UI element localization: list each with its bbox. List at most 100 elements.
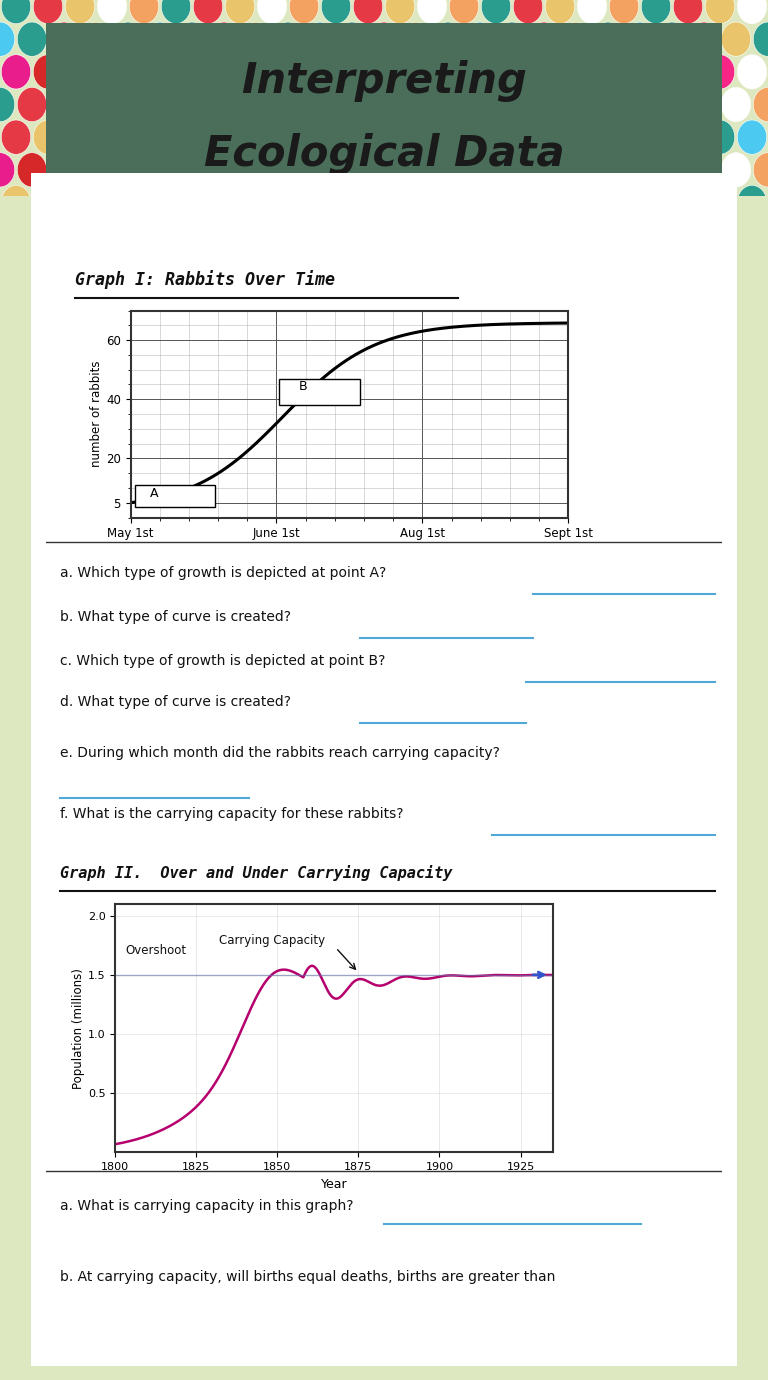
Ellipse shape	[0, 153, 15, 186]
Ellipse shape	[65, 120, 94, 155]
Ellipse shape	[657, 87, 687, 121]
Ellipse shape	[257, 0, 286, 23]
Ellipse shape	[545, 120, 574, 155]
Ellipse shape	[609, 185, 639, 219]
Ellipse shape	[465, 153, 495, 186]
Ellipse shape	[465, 87, 495, 121]
Ellipse shape	[513, 0, 543, 23]
Ellipse shape	[498, 87, 527, 121]
Ellipse shape	[225, 0, 255, 23]
Ellipse shape	[482, 0, 511, 23]
Ellipse shape	[145, 153, 174, 186]
X-axis label: Year: Year	[321, 1177, 347, 1191]
Ellipse shape	[417, 55, 447, 88]
Ellipse shape	[529, 22, 559, 57]
Ellipse shape	[386, 120, 415, 155]
Ellipse shape	[690, 22, 719, 57]
Ellipse shape	[753, 87, 768, 121]
Ellipse shape	[129, 120, 159, 155]
Ellipse shape	[273, 22, 303, 57]
Ellipse shape	[753, 153, 768, 186]
Ellipse shape	[513, 120, 543, 155]
Ellipse shape	[657, 153, 687, 186]
Ellipse shape	[433, 87, 462, 121]
Ellipse shape	[609, 55, 639, 88]
Ellipse shape	[225, 120, 255, 155]
Ellipse shape	[225, 55, 255, 88]
Text: Ecological Data: Ecological Data	[204, 132, 564, 175]
Ellipse shape	[49, 153, 78, 186]
Ellipse shape	[449, 55, 478, 88]
Ellipse shape	[321, 185, 351, 219]
Ellipse shape	[529, 87, 559, 121]
Ellipse shape	[17, 87, 47, 121]
Ellipse shape	[578, 185, 607, 219]
Ellipse shape	[337, 153, 367, 186]
Ellipse shape	[690, 153, 719, 186]
Ellipse shape	[145, 22, 174, 57]
Ellipse shape	[33, 55, 63, 88]
Ellipse shape	[674, 185, 703, 219]
Ellipse shape	[641, 0, 670, 23]
Ellipse shape	[449, 185, 478, 219]
Ellipse shape	[401, 87, 431, 121]
FancyBboxPatch shape	[24, 160, 744, 1379]
Ellipse shape	[98, 120, 127, 155]
Ellipse shape	[177, 153, 207, 186]
Ellipse shape	[113, 87, 143, 121]
Ellipse shape	[641, 55, 670, 88]
Ellipse shape	[401, 153, 431, 186]
Ellipse shape	[561, 153, 591, 186]
Ellipse shape	[433, 153, 462, 186]
Ellipse shape	[449, 120, 478, 155]
Text: Carrying Capacity: Carrying Capacity	[219, 934, 325, 947]
Ellipse shape	[290, 55, 319, 88]
Ellipse shape	[241, 87, 271, 121]
Ellipse shape	[337, 87, 367, 121]
Ellipse shape	[209, 153, 239, 186]
Ellipse shape	[353, 120, 382, 155]
Text: b. What type of curve is created?: b. What type of curve is created?	[60, 610, 290, 624]
Ellipse shape	[513, 185, 543, 219]
Bar	[280, 378, 359, 406]
Ellipse shape	[81, 87, 111, 121]
Ellipse shape	[273, 87, 303, 121]
Ellipse shape	[177, 22, 207, 57]
Text: c. Which type of growth is depicted at point B?: c. Which type of growth is depicted at p…	[60, 654, 385, 668]
Ellipse shape	[561, 87, 591, 121]
Ellipse shape	[2, 120, 31, 155]
Ellipse shape	[161, 55, 190, 88]
Ellipse shape	[737, 55, 766, 88]
Ellipse shape	[321, 0, 351, 23]
Ellipse shape	[321, 120, 351, 155]
Text: Graph II.  Over and Under Carrying Capacity: Graph II. Over and Under Carrying Capaci…	[60, 865, 452, 880]
Ellipse shape	[113, 153, 143, 186]
Ellipse shape	[657, 22, 687, 57]
Ellipse shape	[353, 55, 382, 88]
Bar	[135, 484, 215, 506]
Ellipse shape	[721, 22, 751, 57]
Ellipse shape	[290, 120, 319, 155]
Text: A: A	[150, 487, 158, 500]
Ellipse shape	[209, 22, 239, 57]
Ellipse shape	[257, 55, 286, 88]
Ellipse shape	[194, 185, 223, 219]
Ellipse shape	[705, 55, 735, 88]
Ellipse shape	[545, 55, 574, 88]
Ellipse shape	[2, 55, 31, 88]
Ellipse shape	[194, 0, 223, 23]
Ellipse shape	[417, 120, 447, 155]
Text: e. During which month did the rabbits reach carrying capacity?: e. During which month did the rabbits re…	[60, 745, 499, 760]
Ellipse shape	[305, 153, 335, 186]
Ellipse shape	[386, 185, 415, 219]
Ellipse shape	[482, 55, 511, 88]
Ellipse shape	[161, 185, 190, 219]
Ellipse shape	[321, 55, 351, 88]
Ellipse shape	[753, 22, 768, 57]
Ellipse shape	[721, 153, 751, 186]
Ellipse shape	[417, 0, 447, 23]
Ellipse shape	[593, 153, 623, 186]
Ellipse shape	[194, 55, 223, 88]
Ellipse shape	[737, 185, 766, 219]
Ellipse shape	[369, 87, 399, 121]
